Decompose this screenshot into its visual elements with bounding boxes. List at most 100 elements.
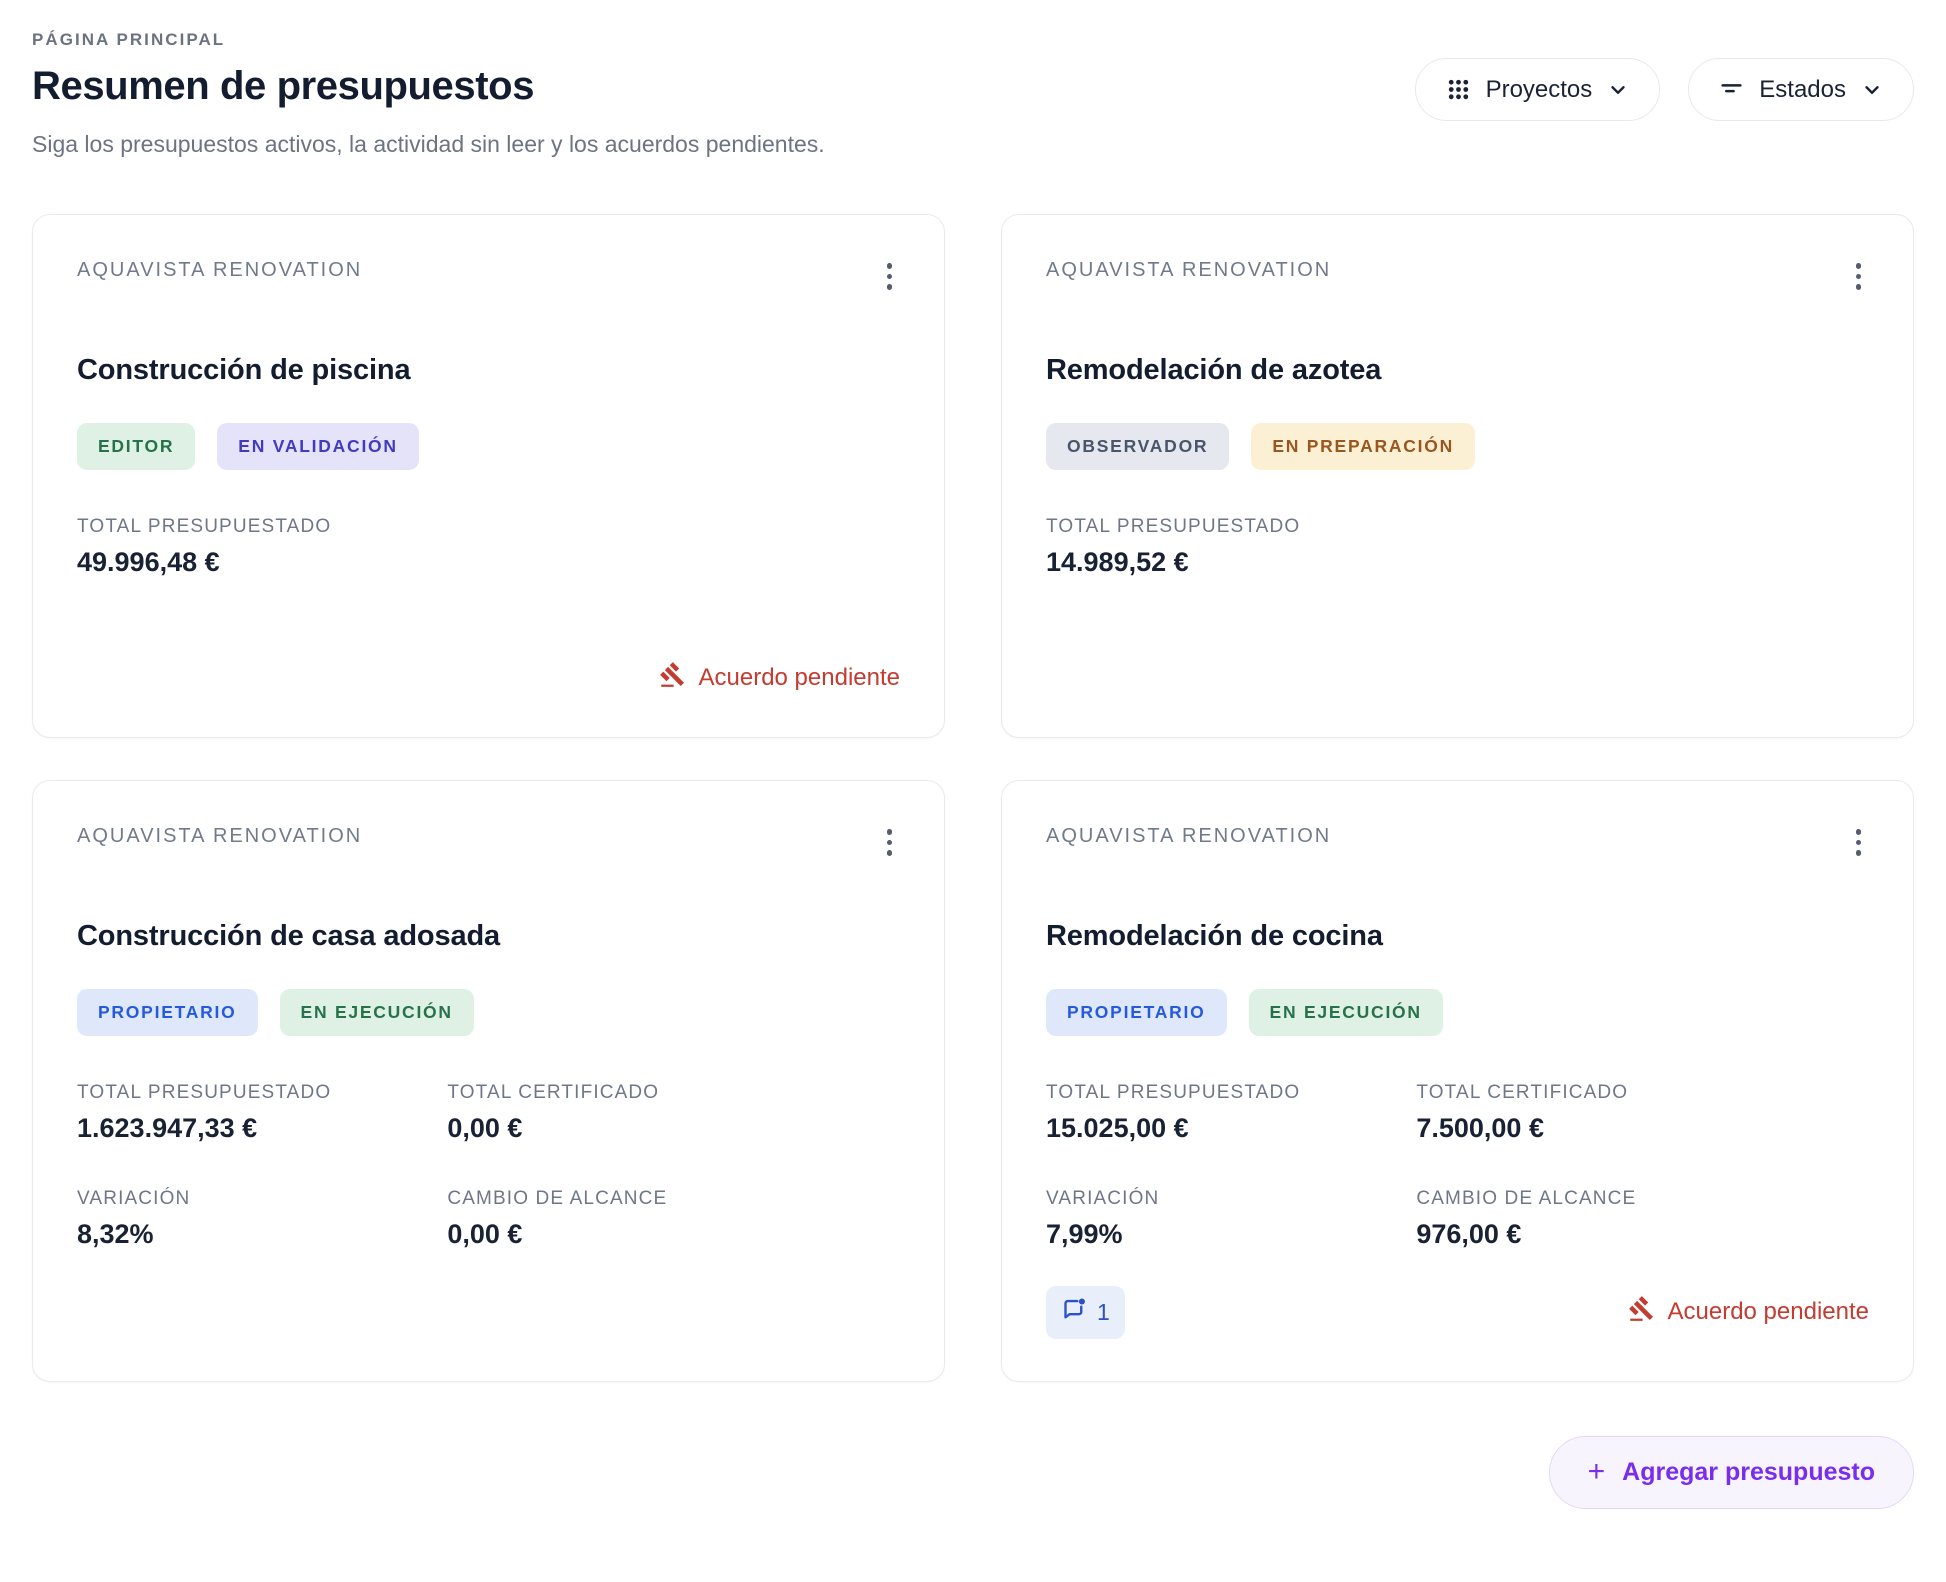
stat: TOTAL PRESUPUESTADO 1.623.947,33 €: [77, 1082, 447, 1144]
stat-label: TOTAL PRESUPUESTADO: [77, 515, 332, 537]
breadcrumb: PÁGINA PRINCIPAL: [32, 30, 226, 49]
kebab-dot: [1855, 273, 1861, 279]
stats-grid: TOTAL PRESUPUESTADO 15.025,00 € TOTAL CERT…: [1046, 1082, 1869, 1250]
stats-grid: TOTAL PRESUPUESTADO 1.623.947,33 € TOTAL C…: [77, 1082, 900, 1250]
card-menu-button[interactable]: [1848, 257, 1870, 296]
budget-card: AQUAVISTA RENOVATION Remodelación de coc…: [1001, 780, 1914, 1382]
stat: TOTAL CERTIFICADO 7.500,00 €: [1416, 1082, 1869, 1144]
kebab-dot: [886, 829, 892, 835]
kebab-dot: [886, 263, 892, 269]
pending-agreement-label: Acuerdo pendiente: [698, 664, 901, 691]
projects-filter-button[interactable]: Proyectos: [1414, 58, 1661, 121]
status-badge: EN VALIDACIÓN: [217, 422, 419, 470]
badge-row: EDITOR EN VALIDACIÓN: [77, 422, 900, 470]
stat-value: 0,00 €: [447, 1218, 523, 1249]
stat-value: 7.500,00 €: [1416, 1112, 1544, 1143]
stat: VARIACIÓN 8,32%: [77, 1188, 447, 1250]
states-filter-button[interactable]: Estados: [1688, 58, 1914, 121]
stat: TOTAL PRESUPUESTADO 49.996,48 €: [77, 516, 447, 578]
card-menu-button[interactable]: [879, 257, 901, 296]
status-badge: OBSERVADOR: [1046, 422, 1230, 470]
project-name: AQUAVISTA RENOVATION: [1046, 259, 1332, 281]
budgets-overview-page: PÁGINA PRINCIPAL Resumen de presupuestos…: [32, 30, 1914, 1509]
stat-label: TOTAL PRESUPUESTADO: [77, 1081, 332, 1103]
kebab-dot: [886, 284, 892, 290]
budget-title: Remodelación de azotea: [1046, 353, 1382, 386]
filter-bar: Proyectos Estados: [1414, 58, 1914, 121]
pending-agreement-link[interactable]: Acuerdo pendiente: [1628, 1295, 1870, 1329]
card-footer: 1 Acuerdo pendiente: [1046, 1250, 1869, 1339]
stat-label: CAMBIO DE ALCANCE: [1416, 1187, 1637, 1209]
badge-row: OBSERVADOR EN PREPARACIÓN: [1046, 422, 1869, 470]
status-badge: EN PREPARACIÓN: [1251, 422, 1476, 470]
agreement-slot: Acuerdo pendiente: [659, 661, 901, 695]
card-footer: Acuerdo pendiente: [77, 625, 900, 695]
stat-label: TOTAL CERTIFICADO: [1416, 1081, 1629, 1103]
card-menu-button[interactable]: [1848, 823, 1870, 862]
chevron-down-icon: [1861, 79, 1883, 101]
budget-card: AQUAVISTA RENOVATION Remodelación de azo…: [1001, 214, 1914, 738]
pending-agreement-link[interactable]: Acuerdo pendiente: [659, 661, 901, 695]
stat-label: CAMBIO DE ALCANCE: [447, 1187, 668, 1209]
card-header: AQUAVISTA RENOVATION: [77, 825, 900, 862]
pending-agreement-label: Acuerdo pendiente: [1667, 1298, 1870, 1325]
status-badge: EN EJECUCIÓN: [279, 988, 474, 1036]
kebab-dot: [886, 850, 892, 856]
agreement-slot: Acuerdo pendiente: [1628, 1295, 1870, 1329]
projects-filter-label: Proyectos: [1485, 75, 1593, 103]
project-name: AQUAVISTA RENOVATION: [77, 825, 363, 847]
bottom-action-bar: + Agregar presupuesto: [32, 1435, 1914, 1509]
comments-chip[interactable]: 1: [1046, 1285, 1125, 1339]
stat-value: 14.989,52 €: [1046, 546, 1189, 577]
grid-dots-icon: [1446, 77, 1471, 102]
plus-icon: +: [1587, 1455, 1606, 1488]
page-subtitle: Siga los presupuestos activos, la activi…: [32, 131, 825, 157]
kebab-dot: [1855, 850, 1861, 856]
stat-label: VARIACIÓN: [1046, 1187, 1160, 1209]
states-filter-label: Estados: [1759, 75, 1846, 103]
add-budget-label: Agregar presupuesto: [1622, 1457, 1875, 1486]
status-badge: PROPIETARIO: [77, 988, 258, 1036]
page-header: PÁGINA PRINCIPAL Resumen de presupuestos…: [32, 30, 1914, 158]
stat: VARIACIÓN 7,99%: [1046, 1188, 1416, 1250]
card-menu-button[interactable]: [879, 823, 901, 862]
gavel-icon: [1628, 1295, 1655, 1329]
kebab-dot: [1855, 839, 1861, 845]
kebab-dot: [1855, 263, 1861, 269]
kebab-dot: [1855, 284, 1861, 290]
budget-card: AQUAVISTA RENOVATION Construcción de cas…: [32, 780, 945, 1382]
project-name: AQUAVISTA RENOVATION: [77, 259, 363, 281]
badge-row: PROPIETARIO EN EJECUCIÓN: [77, 988, 900, 1036]
stat-value: 1.623.947,33 €: [77, 1112, 258, 1143]
kebab-dot: [886, 273, 892, 279]
page-title: Resumen de presupuestos: [32, 64, 535, 108]
card-header: AQUAVISTA RENOVATION: [1046, 825, 1869, 862]
chevron-down-icon: [1607, 79, 1629, 101]
stat: TOTAL CERTIFICADO 0,00 €: [447, 1082, 900, 1144]
comments-count: 1: [1097, 1298, 1110, 1325]
card-footer: [77, 1289, 900, 1339]
comments-slot: 1: [1046, 1285, 1125, 1339]
kebab-dot: [886, 839, 892, 845]
stat-label: TOTAL PRESUPUESTADO: [1046, 515, 1301, 537]
stats-grid: TOTAL PRESUPUESTADO 49.996,48 €: [77, 516, 900, 578]
budget-title: Construcción de piscina: [77, 353, 411, 386]
stat-label: TOTAL CERTIFICADO: [447, 1081, 660, 1103]
stat-value: 15.025,00 €: [1046, 1112, 1189, 1143]
budget-title: Construcción de casa adosada: [77, 919, 501, 952]
stat: TOTAL PRESUPUESTADO 15.025,00 €: [1046, 1082, 1416, 1144]
page-header-text: PÁGINA PRINCIPAL Resumen de presupuestos…: [32, 30, 825, 158]
stat-value: 7,99%: [1046, 1218, 1123, 1249]
stat: CAMBIO DE ALCANCE 0,00 €: [447, 1188, 900, 1250]
add-budget-button[interactable]: + Agregar presupuesto: [1548, 1435, 1914, 1509]
unread-chat-icon: [1061, 1296, 1088, 1329]
stat-value: 976,00 €: [1416, 1218, 1522, 1249]
budget-card: AQUAVISTA RENOVATION Construcción de pis…: [32, 214, 945, 738]
stat-value: 8,32%: [77, 1218, 154, 1249]
stat-label: VARIACIÓN: [77, 1187, 191, 1209]
status-badge: EDITOR: [77, 422, 196, 470]
stat-value: 0,00 €: [447, 1112, 523, 1143]
card-header: AQUAVISTA RENOVATION: [1046, 259, 1869, 296]
status-badge: PROPIETARIO: [1046, 988, 1227, 1036]
project-name: AQUAVISTA RENOVATION: [1046, 825, 1332, 847]
